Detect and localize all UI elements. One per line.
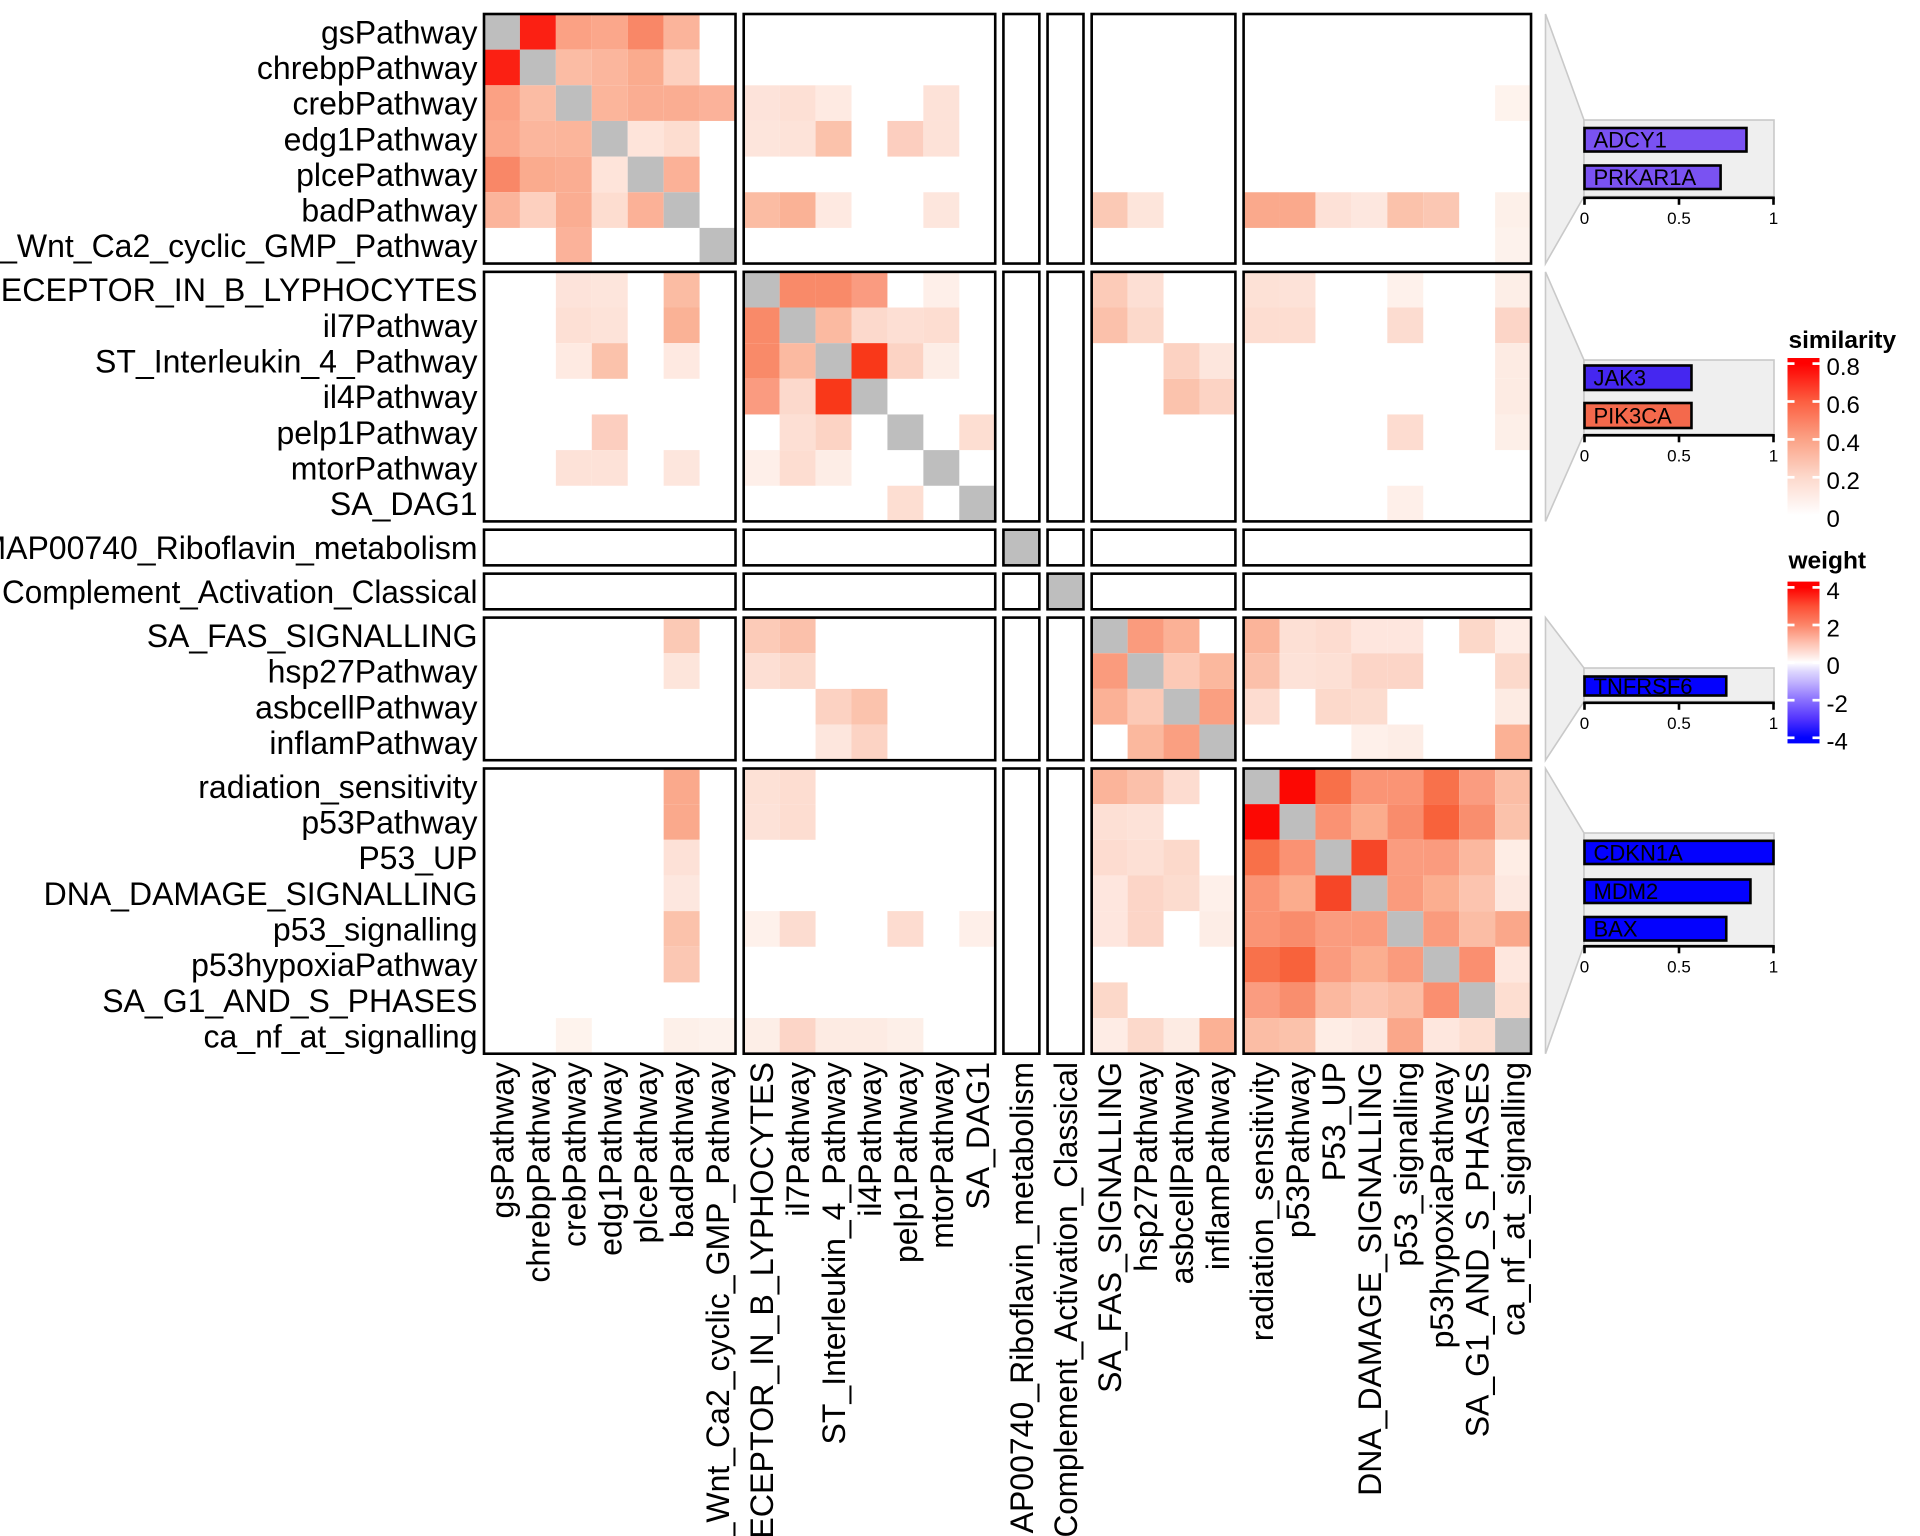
svg-text:Complement_Activation_Classica: Complement_Activation_Classical <box>1048 1062 1084 1536</box>
svg-text:P53_UP: P53_UP <box>358 840 477 876</box>
svg-text:0.6: 0.6 <box>1827 392 1860 419</box>
svg-text:weight: weight <box>1788 547 1867 574</box>
svg-text:ca_nf_at_signalling: ca_nf_at_signalling <box>1496 1062 1532 1336</box>
svg-text:0: 0 <box>1827 506 1840 533</box>
svg-text:-4: -4 <box>1827 728 1848 755</box>
svg-text:plcePathway: plcePathway <box>628 1062 664 1243</box>
svg-text:0.5: 0.5 <box>1667 209 1691 228</box>
svg-text:Complement_Activation_Classica: Complement_Activation_Classical <box>2 574 478 610</box>
svg-text:RECEPTOR_IN_B_LYPHOCYTES: RECEPTOR_IN_B_LYPHOCYTES <box>744 1062 780 1536</box>
svg-text:0: 0 <box>1580 714 1589 733</box>
svg-text:p53Pathway: p53Pathway <box>1280 1062 1316 1238</box>
svg-text:ca_nf_at_signalling: ca_nf_at_signalling <box>204 1018 478 1054</box>
svg-text:gsPathway: gsPathway <box>484 1062 520 1219</box>
svg-text:radiation_sensitivity: radiation_sensitivity <box>198 769 477 805</box>
svg-text:badPathway: badPathway <box>664 1062 700 1238</box>
svg-text:P53_UP: P53_UP <box>1316 1062 1352 1181</box>
svg-text:inflamPathway: inflamPathway <box>269 725 477 761</box>
svg-text:badPathway: badPathway <box>301 193 477 229</box>
svg-text:p53Pathway: p53Pathway <box>301 805 477 841</box>
svg-text:RECEPTOR_IN_B_LYPHOCYTES: RECEPTOR_IN_B_LYPHOCYTES <box>0 272 478 308</box>
svg-text:SA_G1_AND_S_PHASES: SA_G1_AND_S_PHASES <box>1460 1062 1496 1437</box>
svg-text:PIK3CA: PIK3CA <box>1594 403 1673 428</box>
svg-text:0.5: 0.5 <box>1667 714 1691 733</box>
svg-text:edg1Pathway: edg1Pathway <box>592 1062 628 1256</box>
svg-text:DNA_DAMAGE_SIGNALLING: DNA_DAMAGE_SIGNALLING <box>44 876 478 912</box>
svg-text:0: 0 <box>1580 957 1589 976</box>
svg-text:plcePathway: plcePathway <box>296 157 477 193</box>
svg-text:SA_DAG1: SA_DAG1 <box>330 486 478 522</box>
svg-text:il7Pathway: il7Pathway <box>780 1062 816 1217</box>
svg-text:BAX: BAX <box>1594 917 1638 942</box>
svg-text:SA_DAG1: SA_DAG1 <box>960 1062 996 1210</box>
svg-text:pelp1Pathway: pelp1Pathway <box>276 415 477 451</box>
svg-text:0: 0 <box>1827 653 1840 680</box>
svg-text:JAK3: JAK3 <box>1594 366 1647 391</box>
svg-text:il7Pathway: il7Pathway <box>323 308 478 344</box>
svg-text:p53_signalling: p53_signalling <box>1388 1062 1424 1267</box>
svg-text:1: 1 <box>1769 714 1778 733</box>
svg-text:2: 2 <box>1827 616 1840 643</box>
svg-text:SA_FAS_SIGNALLING: SA_FAS_SIGNALLING <box>147 618 478 654</box>
svg-text:CDKN1A: CDKN1A <box>1594 840 1684 865</box>
svg-text:p53hypoxiaPathway: p53hypoxiaPathway <box>191 947 477 983</box>
svg-text:TNFRSF6: TNFRSF6 <box>1594 674 1693 699</box>
svg-text:0.5: 0.5 <box>1667 957 1691 976</box>
svg-text:inflamPathway: inflamPathway <box>1200 1062 1236 1270</box>
svg-text:p53hypoxiaPathway: p53hypoxiaPathway <box>1424 1062 1460 1348</box>
svg-text:edg1Pathway: edg1Pathway <box>284 121 478 157</box>
svg-text:PRKAR1A: PRKAR1A <box>1594 165 1697 190</box>
svg-text:1: 1 <box>1769 957 1778 976</box>
svg-text:1: 1 <box>1769 446 1778 465</box>
svg-text:-2: -2 <box>1827 691 1848 718</box>
svg-text:ADCY1: ADCY1 <box>1594 128 1667 153</box>
svg-text:chrebpPathway: chrebpPathway <box>257 50 478 86</box>
svg-text:0: 0 <box>1580 209 1589 228</box>
svg-text:SA_G1_AND_S_PHASES: SA_G1_AND_S_PHASES <box>102 983 477 1019</box>
svg-text:ST_Interleukin_4_Pathway: ST_Interleukin_4_Pathway <box>95 343 477 379</box>
svg-text:MDM2: MDM2 <box>1594 879 1659 904</box>
svg-text:1: 1 <box>1769 209 1778 228</box>
svg-text:4: 4 <box>1827 578 1840 605</box>
svg-text:mtorPathway: mtorPathway <box>291 450 478 486</box>
svg-text:MAP00740_Riboflavin_metabolism: MAP00740_Riboflavin_metabolism <box>1004 1062 1040 1536</box>
svg-text:similarity: similarity <box>1789 327 1897 354</box>
svg-text:ST_Wnt_Ca2_cyclic_GMP_Pathway: ST_Wnt_Ca2_cyclic_GMP_Pathway <box>0 228 478 264</box>
svg-text:hsp27Pathway: hsp27Pathway <box>268 654 478 690</box>
svg-text:crebPathway: crebPathway <box>293 86 478 122</box>
svg-text:radiation_sensitivity: radiation_sensitivity <box>1244 1062 1280 1341</box>
svg-text:hsp27Pathway: hsp27Pathway <box>1128 1062 1164 1272</box>
svg-text:0.8: 0.8 <box>1827 354 1860 381</box>
svg-text:asbcellPathway: asbcellPathway <box>1164 1062 1200 1284</box>
svg-text:pelp1Pathway: pelp1Pathway <box>888 1062 924 1263</box>
svg-text:0.4: 0.4 <box>1827 430 1860 457</box>
svg-text:il4Pathway: il4Pathway <box>323 379 478 415</box>
svg-text:il4Pathway: il4Pathway <box>852 1062 888 1217</box>
svg-text:MAP00740_Riboflavin_metabolism: MAP00740_Riboflavin_metabolism <box>0 530 478 566</box>
svg-text:0.5: 0.5 <box>1667 446 1691 465</box>
svg-text:mtorPathway: mtorPathway <box>924 1062 960 1249</box>
svg-text:gsPathway: gsPathway <box>321 14 478 50</box>
svg-text:DNA_DAMAGE_SIGNALLING: DNA_DAMAGE_SIGNALLING <box>1352 1062 1388 1496</box>
svg-text:asbcellPathway: asbcellPathway <box>255 689 477 725</box>
svg-text:ST_Wnt_Ca2_cyclic_GMP_Pathway: ST_Wnt_Ca2_cyclic_GMP_Pathway <box>700 1062 736 1536</box>
svg-text:p53_signalling: p53_signalling <box>273 911 478 947</box>
svg-text:SA_FAS_SIGNALLING: SA_FAS_SIGNALLING <box>1092 1062 1128 1393</box>
svg-text:chrebpPathway: chrebpPathway <box>520 1062 556 1283</box>
svg-text:0: 0 <box>1580 446 1589 465</box>
svg-text:0.2: 0.2 <box>1827 468 1860 495</box>
svg-text:ST_Interleukin_4_Pathway: ST_Interleukin_4_Pathway <box>816 1062 852 1444</box>
svg-text:crebPathway: crebPathway <box>556 1062 592 1247</box>
